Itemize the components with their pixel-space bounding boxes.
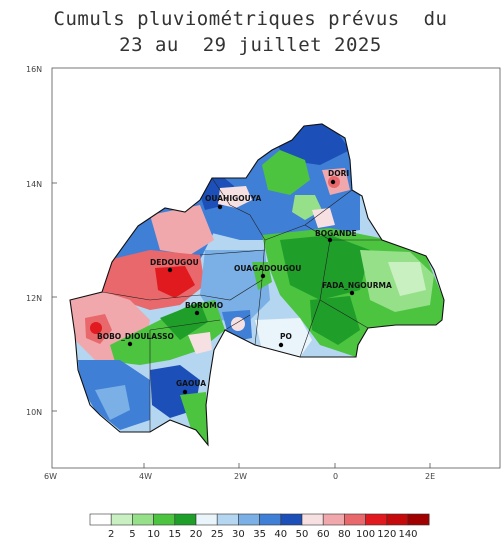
city-dot-dori bbox=[330, 179, 336, 185]
city-dot-ouahigouya bbox=[217, 204, 223, 210]
legend-swatch bbox=[110, 513, 133, 526]
legend-swatch bbox=[386, 513, 409, 526]
city-dot-gaoua bbox=[182, 389, 188, 395]
legend-swatch bbox=[89, 513, 112, 526]
lat-label-10n: 10N bbox=[26, 408, 42, 417]
lon-label-6w: 6W bbox=[44, 472, 57, 481]
city-label-ouagadougou: OUAGADOUGOU bbox=[234, 264, 301, 273]
legend-swatch bbox=[259, 513, 282, 526]
legend-label: 20 bbox=[190, 529, 203, 540]
legend-swatch bbox=[344, 513, 366, 526]
city-label-dedougou: DEDOUGOU bbox=[150, 258, 199, 267]
legend-label: 2 bbox=[108, 529, 114, 540]
legend-label: 60 bbox=[317, 529, 330, 540]
region-boundaries bbox=[101, 177, 382, 432]
lat-label-14n: 14N bbox=[26, 180, 42, 189]
city-label-ouahigouya: OUAHIGOUYA bbox=[205, 194, 261, 203]
lon-label-4w: 4W bbox=[139, 472, 152, 481]
legend-swatch bbox=[174, 513, 197, 526]
legend-label: 30 bbox=[232, 529, 245, 540]
legend-swatch bbox=[365, 513, 388, 526]
city-label-bobo-dioulasso: BOBO_DIOULASSO bbox=[97, 332, 174, 341]
lon-label-0: 0 bbox=[333, 472, 338, 481]
legend-swatch bbox=[216, 513, 239, 526]
city-markers: DORI OUAHIGOUYA BOGANDE DEDOUGOU OUAGADO… bbox=[97, 169, 392, 395]
city-label-po: PO bbox=[280, 332, 292, 341]
map-title-line-2: 23 au 29 juillet 2025 bbox=[119, 34, 382, 56]
lon-label-2e: 2E bbox=[425, 472, 435, 481]
legend-swatch bbox=[195, 513, 218, 526]
legend-label: 140 bbox=[398, 529, 417, 540]
legend-label: 5 bbox=[129, 529, 135, 540]
legend-swatch bbox=[153, 513, 176, 526]
city-dot-ouagadougou bbox=[260, 273, 266, 279]
map-title-line-1: Cumuls pluviométriques prévus du bbox=[53, 8, 448, 30]
legend-swatch bbox=[407, 513, 430, 526]
city-dot-fada-ngourma bbox=[349, 290, 355, 296]
legend-label: 100 bbox=[356, 529, 375, 540]
city-label-boromo: BOROMO bbox=[185, 301, 223, 310]
city-dot-bogande bbox=[327, 237, 333, 243]
legend-swatch bbox=[301, 513, 324, 526]
country-outline bbox=[69, 123, 445, 447]
legend-swatch bbox=[238, 513, 260, 526]
city-dot-dedougou bbox=[167, 267, 173, 273]
lon-label-2w: 2W bbox=[234, 472, 247, 481]
city-dot-po bbox=[278, 342, 284, 348]
legend-swatch bbox=[322, 513, 345, 526]
city-dot-bobo-dioulasso bbox=[127, 341, 133, 347]
city-label-bogande: BOGANDE bbox=[315, 229, 357, 238]
legend-label: 80 bbox=[338, 529, 351, 540]
lat-label-12n: 12N bbox=[26, 294, 42, 303]
legend-label: 50 bbox=[296, 529, 309, 540]
rainfall-legend: 2 5 10 15 20 25 30 35 40 50 60 80 100 120 140 bbox=[89, 513, 430, 540]
legend-swatch bbox=[280, 513, 303, 526]
lat-axis: 16N 14N 12N 10N bbox=[26, 65, 57, 417]
city-label-fada-ngourma: FADA_NGOURMA bbox=[322, 281, 392, 290]
city-label-dori: DORI bbox=[328, 169, 349, 178]
lon-axis: 6W 4W 2W 0 2E bbox=[44, 463, 435, 481]
legend-swatch bbox=[132, 513, 154, 526]
legend-label: 25 bbox=[211, 529, 224, 540]
city-dot-boromo bbox=[194, 310, 200, 316]
legend-label: 10 bbox=[147, 529, 160, 540]
city-label-gaoua: GAOUA bbox=[176, 379, 206, 388]
lat-label-16n: 16N bbox=[26, 65, 42, 74]
legend-label: 40 bbox=[274, 529, 287, 540]
legend-label: 35 bbox=[253, 529, 266, 540]
legend-label: 15 bbox=[168, 529, 181, 540]
legend-label: 120 bbox=[377, 529, 396, 540]
